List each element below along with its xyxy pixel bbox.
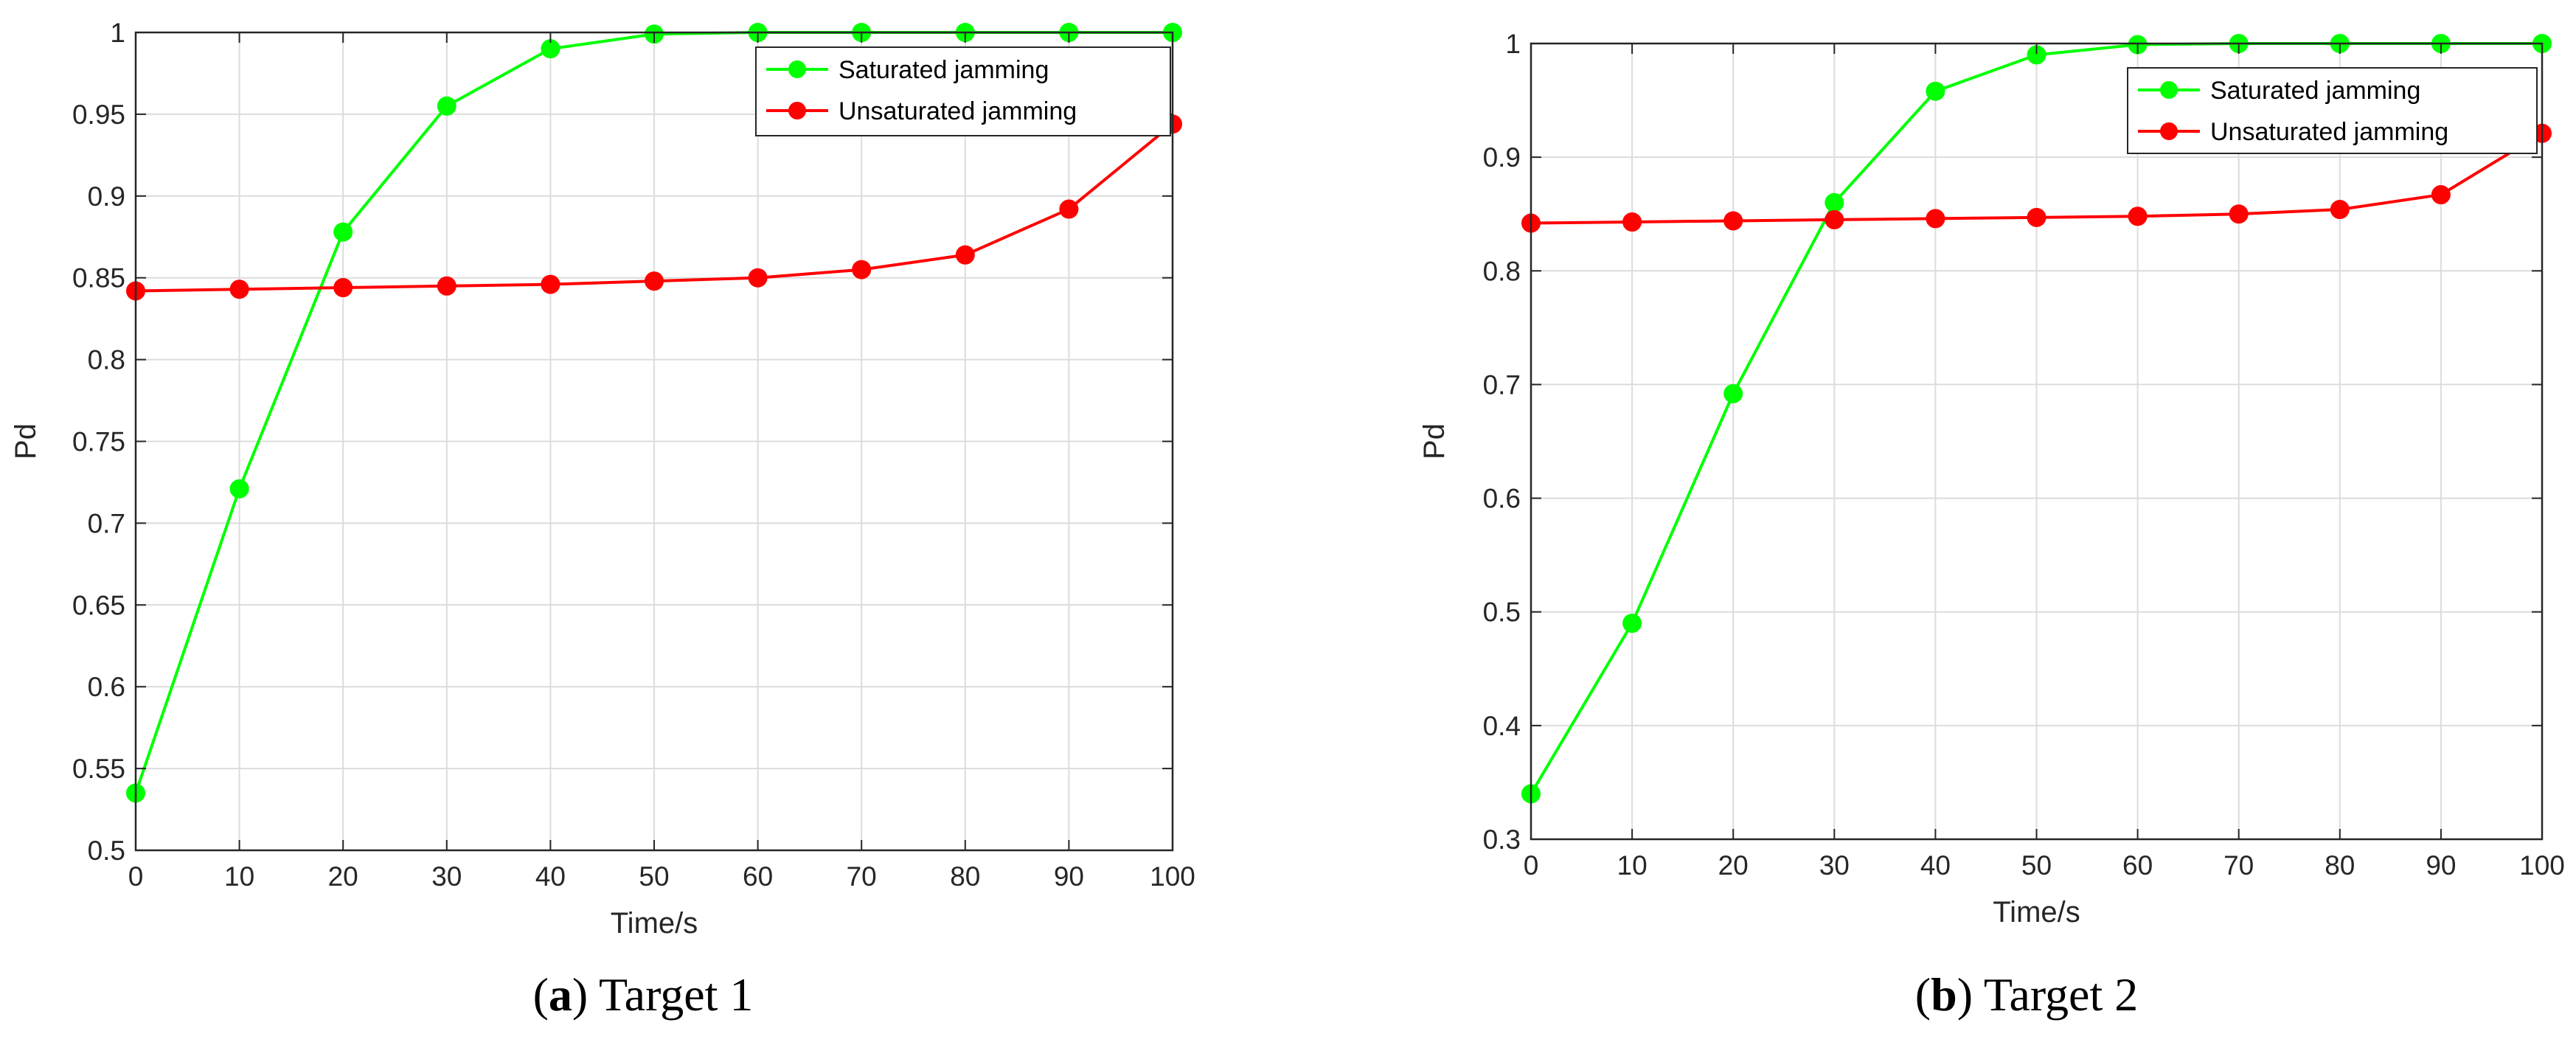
x-tick-label: 100 [1150,861,1195,892]
x-tick-label: 30 [431,861,462,892]
x-tick-label: 0 [128,861,144,892]
caption-open: ( [533,968,549,1021]
legend-label: Saturated jamming [839,56,1049,84]
legend-box [755,46,1171,136]
y-tick-label: 0.5 [88,836,125,866]
legend-swatch-marker [788,102,806,119]
x-tick-label: 70 [2223,850,2254,881]
y-tick-label: 0.6 [88,672,125,702]
x-tick-label: 80 [2325,850,2355,881]
y-tick-label: 0.95 [72,100,125,130]
x-tick-label: 90 [1054,861,1084,892]
data-point-unsaturated [955,245,975,265]
x-tick-label: 0 [1524,850,1539,881]
y-tick-label: 0.7 [88,508,125,538]
data-point-unsaturated [1059,199,1079,219]
data-point-unsaturated [437,276,456,296]
data-point-unsaturated [333,278,353,298]
y-tick-label: 0.4 [1483,711,1521,741]
y-tick-label: 0.8 [88,345,125,375]
y-tick-label: 1 [1505,29,1521,59]
data-point-saturated [229,479,249,499]
y-tick-label: 0.8 [1483,256,1521,286]
x-tick-label: 60 [743,861,773,892]
data-point-saturated [333,222,353,242]
data-point-saturated [1723,383,1743,403]
y-axis-label: Pd [10,423,42,459]
x-tick-label: 70 [847,861,877,892]
caption-text: ) Target 2 [1957,968,2139,1021]
data-point-unsaturated [2229,204,2249,224]
legend: Saturated jamming Unsaturated jamming [2127,67,2538,154]
legend-swatch-marker [2160,81,2178,99]
y-tick-label: 0.6 [1483,484,1521,514]
data-point-unsaturated [852,260,872,280]
legend: Saturated jamming Unsaturated jamming [755,46,1171,136]
legend-label: Unsaturated jamming [2210,118,2448,146]
x-tick-label: 60 [2122,850,2153,881]
x-tick-label: 20 [328,861,358,892]
x-tick-label: 10 [1617,850,1648,881]
figure-caption: (a) Target 1 [533,968,754,1021]
x-axis-label: Time/s [1993,896,2080,928]
caption-open: ( [1915,968,1931,1021]
y-tick-label: 0.65 [72,590,125,620]
data-point-saturated [437,96,456,116]
data-point-saturated [1622,614,1642,633]
chart-1: 0 10 20 30 40 50 60 70 80 90 100 0.5 0.55 0.6 0.65 0.7 0… [10,18,1195,1021]
x-axis-label: Time/s [611,907,698,940]
y-tick-label: 0.5 [1483,597,1521,628]
y-tick-label: 0.3 [1483,824,1521,855]
data-point-saturated [1926,81,1945,101]
data-point-unsaturated [2128,206,2148,226]
data-point-unsaturated [2027,207,2046,227]
x-tick-label: 40 [535,861,566,892]
legend-label: Unsaturated jamming [839,97,1077,125]
y-tick-label: 0.55 [72,754,125,784]
legend-swatch-marker [788,60,806,78]
legend-swatch-marker [2160,122,2178,140]
y-tick-label: 0.9 [88,181,125,212]
x-tick-label: 50 [2021,850,2052,881]
y-tick-label: 0.85 [72,263,125,294]
data-point-unsaturated [1622,212,1642,232]
y-tick-label: 0.7 [1483,369,1521,400]
data-point-unsaturated [748,268,768,288]
y-tick-label: 0.9 [1483,142,1521,173]
caption-letter: a [549,968,572,1021]
data-point-unsaturated [2330,200,2350,220]
x-tick-label: 80 [950,861,980,892]
x-tick-label: 30 [1819,850,1850,881]
data-point-unsaturated [1825,209,1844,229]
caption-text: ) Target 1 [572,968,754,1021]
data-point-unsaturated [1926,209,1945,229]
x-tick-label: 10 [224,861,254,892]
figure-caption: (b) Target 2 [1915,968,2138,1021]
legend-box [2127,67,2538,154]
x-tick-label: 100 [2519,850,2565,881]
y-tick-label: 1 [110,18,125,48]
x-tick-label: 40 [1920,850,1951,881]
caption-letter: b [1931,968,1957,1021]
x-tick-label: 20 [1718,850,1749,881]
data-point-unsaturated [229,280,249,299]
data-point-unsaturated [1723,211,1743,231]
y-axis-label: Pd [1418,423,1451,459]
x-tick-label: 90 [2426,850,2456,881]
data-point-unsaturated [541,274,560,294]
x-tick-label: 50 [639,861,669,892]
data-point-unsaturated [2431,185,2451,205]
data-point-saturated [1825,192,1844,212]
legend-label: Saturated jamming [2210,77,2420,105]
data-point-unsaturated [645,271,664,291]
y-tick-label: 0.75 [72,427,125,457]
chart-2: 0 10 20 30 40 50 60 70 80 90 100 0.3 0.4 0.5 0.6 0.7 0.8… [1418,29,2565,1021]
